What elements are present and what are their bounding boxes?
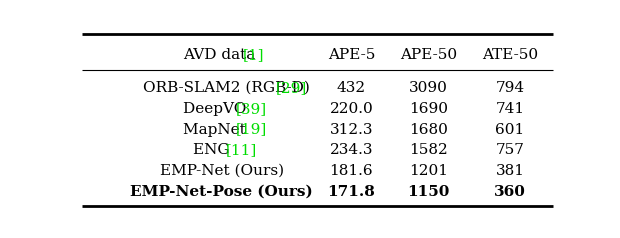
Text: APE-5: APE-5 xyxy=(328,48,375,62)
Text: ATE-50: ATE-50 xyxy=(482,48,538,62)
Text: 1582: 1582 xyxy=(409,143,448,157)
Text: [1]: [1] xyxy=(243,48,265,62)
Text: MapNet: MapNet xyxy=(184,123,251,137)
Text: 757: 757 xyxy=(495,143,525,157)
Text: 360: 360 xyxy=(494,185,526,199)
Text: 312.3: 312.3 xyxy=(330,123,373,137)
Text: ENG: ENG xyxy=(193,143,235,157)
Text: EMP-Net-Pose (Ours): EMP-Net-Pose (Ours) xyxy=(130,185,313,199)
Text: [39]: [39] xyxy=(236,102,267,116)
Text: 432: 432 xyxy=(337,81,366,95)
Text: 741: 741 xyxy=(495,102,525,116)
Text: 1150: 1150 xyxy=(407,185,450,199)
Text: ORB-SLAM2 (RGB-D): ORB-SLAM2 (RGB-D) xyxy=(143,81,315,95)
Text: 1201: 1201 xyxy=(409,164,448,178)
Text: APE-50: APE-50 xyxy=(400,48,457,62)
Text: EMP-Net (Ours): EMP-Net (Ours) xyxy=(159,164,284,178)
Text: 3090: 3090 xyxy=(409,81,448,95)
Text: 1680: 1680 xyxy=(409,123,448,137)
Text: 181.6: 181.6 xyxy=(330,164,373,178)
Text: 1690: 1690 xyxy=(409,102,448,116)
Text: [11]: [11] xyxy=(226,143,257,157)
Text: 601: 601 xyxy=(495,123,525,137)
Text: 794: 794 xyxy=(495,81,525,95)
Text: 171.8: 171.8 xyxy=(327,185,375,199)
Text: DeepVO: DeepVO xyxy=(183,102,251,116)
Text: 381: 381 xyxy=(495,164,525,178)
Text: [29]: [29] xyxy=(276,81,308,95)
Text: 234.3: 234.3 xyxy=(330,143,373,157)
Text: AVD data: AVD data xyxy=(184,48,260,62)
Text: [19]: [19] xyxy=(236,123,267,137)
Text: 220.0: 220.0 xyxy=(329,102,373,116)
